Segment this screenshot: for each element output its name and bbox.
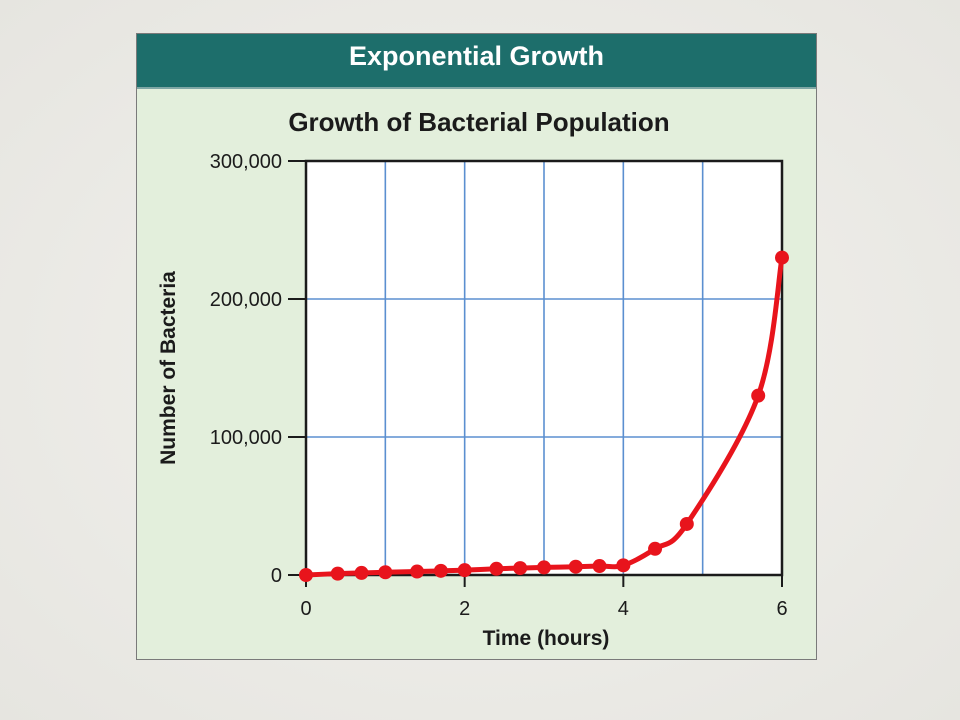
plot-frame <box>304 159 784 577</box>
y-tick-label: 300,000 <box>210 151 282 173</box>
tick-labels: 0 100,000 200,000 300,000 0 2 4 6 <box>210 151 788 620</box>
data-point <box>378 565 393 580</box>
x-tick-label: 2 <box>459 598 470 620</box>
data-point <box>751 388 766 403</box>
data-point <box>513 561 528 576</box>
y-axis-label: Number of Bacteria <box>157 271 180 465</box>
data-point <box>489 561 504 576</box>
x-axis-label: Time (hours) <box>483 627 610 650</box>
data-point <box>410 564 425 579</box>
x-tick-label: 6 <box>776 598 787 620</box>
x-tick-label: 0 <box>300 598 311 620</box>
data-point <box>679 516 694 531</box>
data-point <box>457 563 472 578</box>
data-point <box>648 541 663 556</box>
data-point <box>592 559 607 574</box>
data-point <box>330 566 345 581</box>
series-layer <box>299 250 789 582</box>
y-tick-label: 100,000 <box>210 427 282 449</box>
data-point <box>433 563 448 578</box>
panel-header: Exponential Growth <box>137 34 816 89</box>
data-point <box>537 560 551 575</box>
y-tick-label: 200,000 <box>210 289 282 311</box>
y-tick-label: 0 <box>271 565 282 587</box>
data-point <box>354 565 369 580</box>
grid-lines <box>306 161 782 575</box>
data-point <box>568 559 583 574</box>
data-point <box>775 250 789 265</box>
chart-title: Growth of Bacterial Population <box>288 107 670 137</box>
data-point <box>616 558 631 573</box>
x-tick-label: 4 <box>618 598 629 620</box>
data-point <box>299 568 313 582</box>
